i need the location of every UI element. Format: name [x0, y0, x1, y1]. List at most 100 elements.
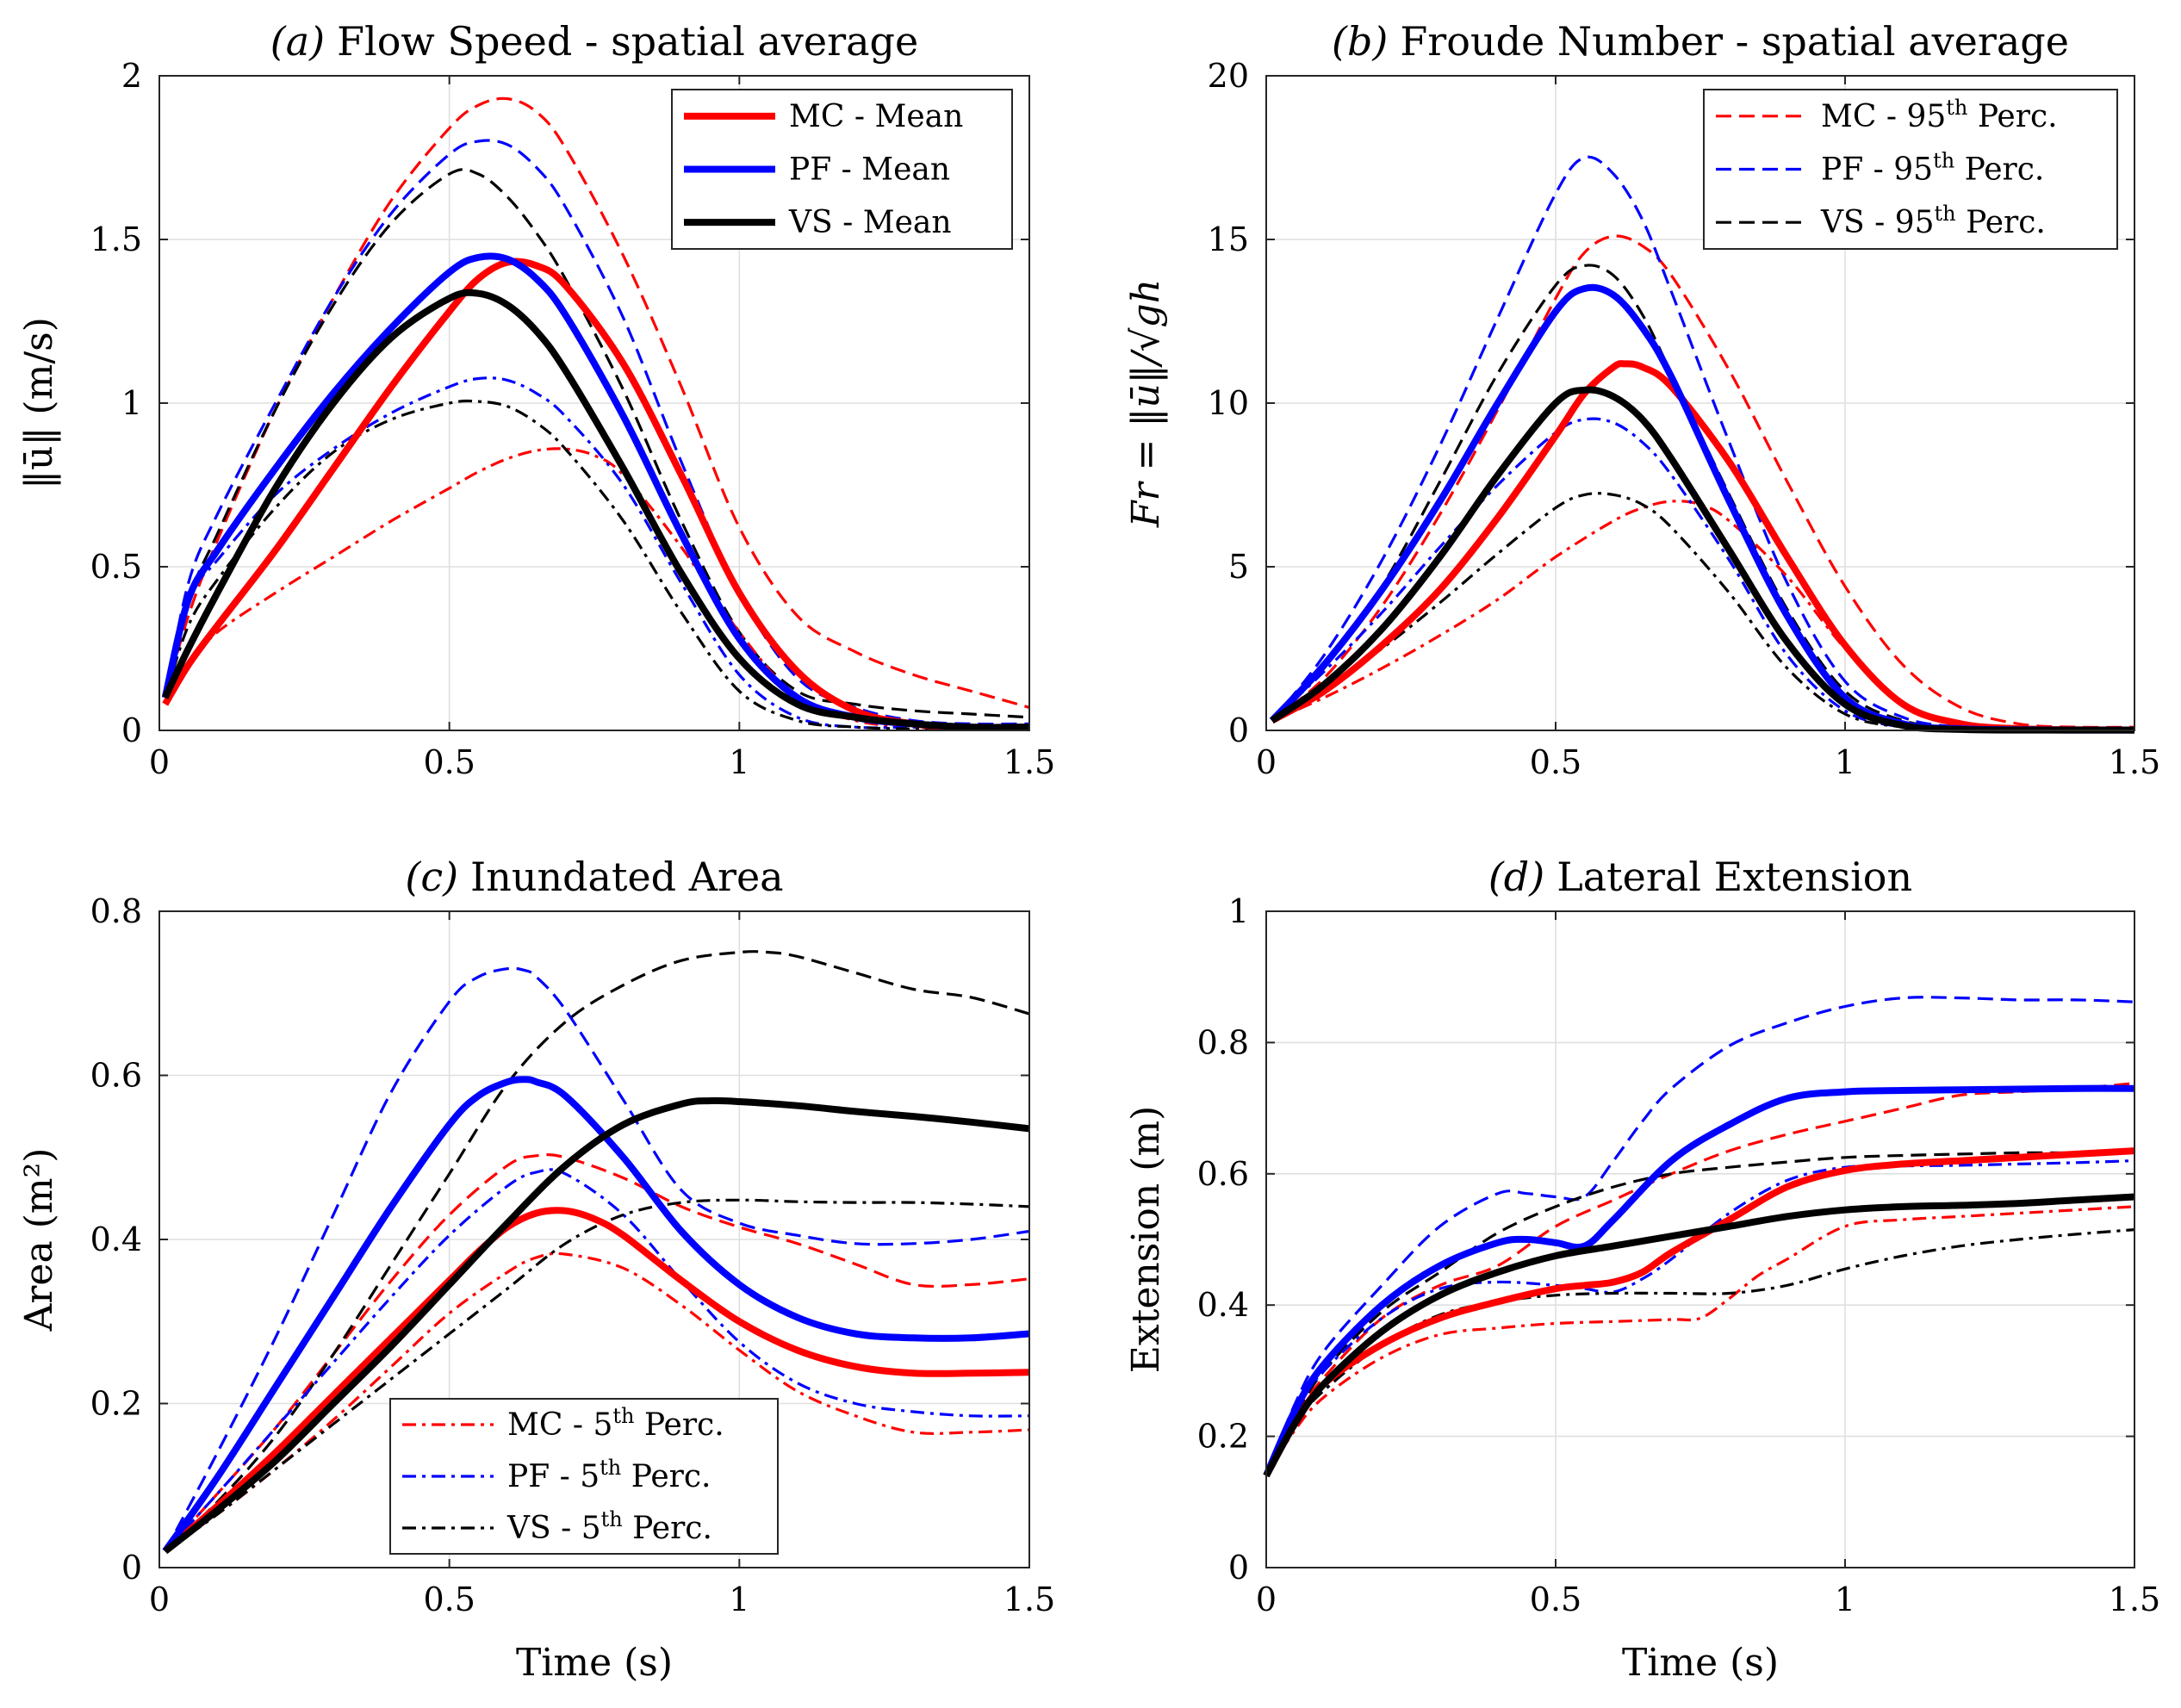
panel-c-legend-label: PF - 5th Perc.	[507, 1456, 711, 1494]
panel-a-xtick-label: 0	[149, 743, 170, 781]
panel-c-ylabel: Area (m²)	[17, 1148, 61, 1332]
panel-c-xlabel: Time (s)	[516, 1641, 673, 1685]
panel-a-xtick-label: 1.5	[1004, 743, 1055, 781]
panel-b-ytick-label: 0	[1228, 711, 1249, 749]
panel-d-xtick-label: 0	[1256, 1581, 1277, 1618]
panel-c-inundated-area: 0 0.5 1 1.500.20.40.60.8 (c) Inundated Area …	[17, 854, 1055, 1685]
panel-a-series-vs-dashdot	[164, 399, 1029, 730]
panel-b-froude-number: 0 0.5 1 1.5 0 5 10 15 20 (b) Froude Number - spat…	[1124, 18, 2160, 781]
panel-d-series-mc-solid	[1263, 1147, 2135, 1478]
panel-d-xtick-label: 1	[1835, 1581, 1855, 1618]
panel-b-xtick-label: 1	[1835, 743, 1855, 781]
panel-a-title-prefix: (a)	[270, 18, 325, 65]
panel-a-legend-label-main: VS - Mean	[788, 205, 952, 240]
panel-c-series-pf-solid	[162, 1076, 1030, 1554]
panel-d-xtick-label: 0.5	[1530, 1581, 1581, 1618]
panel-d-series-pf-dashed	[1264, 996, 2135, 1476]
panel-b-legend-label-suffix: Perc.	[1954, 152, 2044, 188]
panel-c-legend: MC - 5th Perc.PF - 5th Perc.VS - 5th Per…	[389, 1398, 779, 1555]
panel-c-ticks: 0 0.5 1 1.5 0 0.2 0.4 0.6 0.8	[90, 892, 1056, 1618]
panel-b-legend-label-sup: th	[1935, 202, 1956, 226]
panel-d-series	[1263, 996, 2135, 1478]
panel-c-series-pf-dashed	[164, 966, 1030, 1552]
panel-a-ylabel: ‖ū‖ (m/s)	[17, 317, 61, 489]
panel-d-title-text: Lateral Extension	[1557, 854, 1912, 900]
panel-a-title-text: Flow Speed - spatial average	[337, 18, 918, 65]
panel-d-xlabel: Time (s)	[1622, 1641, 1779, 1685]
panel-a-xtick-label: 1	[729, 743, 749, 781]
panel-c-title-text: Inundated Area	[470, 854, 784, 900]
panel-c-ytick-label: 0	[121, 1549, 142, 1587]
panel-b-xtick-label: 1.5	[2109, 743, 2160, 781]
panel-b-legend-label-sup: th	[1946, 96, 1967, 120]
panel-b-legend-label-main: PF - 95	[1821, 152, 1933, 188]
panel-c-legend-label-suffix: Perc.	[623, 1511, 712, 1546]
panel-d-ytick-label: 0.8	[1197, 1023, 1249, 1061]
panel-d-ticks: 0 0.5 1 1.5 0 0.2 0.4 0.6 0.8 1	[1197, 892, 2161, 1618]
panel-b-series-mc-dashed	[1271, 234, 2135, 730]
panel-b-ytick-label: 5	[1228, 548, 1249, 586]
panel-a-ticks: 0 0.5 1 1.5 0 0.5 1 1.5 2	[90, 57, 1056, 781]
panel-d-series-pf-dashdot	[1264, 1159, 2135, 1476]
panel-a-series-mc-solid	[162, 258, 1030, 731]
panel-a-series-pf-dashed	[164, 139, 1030, 726]
panel-c-series	[162, 950, 1030, 1555]
panel-a-flow-speed: 0 0.5 1 1.5 0 0.5 1 1.5 2 (a) Flow Speed - spatia…	[17, 18, 1055, 781]
panel-b-legend-label: VS - 95th Perc.	[1820, 202, 2046, 240]
panel-d-lateral-extension: 0 0.5 1 1.5 0 0.2 0.4 0.6 0.8 1 (d) Lateral Extens…	[1124, 854, 2160, 1685]
panel-c-series-mc-solid	[163, 1207, 1030, 1555]
panel-b-legend-label-suffix: Perc.	[1956, 205, 2046, 240]
panel-c-legend-label-sup: th	[600, 1456, 621, 1480]
panel-a-ytick-label: 1	[121, 384, 142, 422]
panel-b-title: (b) Froude Number - spatial average	[1332, 18, 2069, 65]
panel-a-legend-label-main: MC - Mean	[789, 99, 963, 134]
panel-c-series-vs-dashed	[164, 950, 1030, 1553]
panel-b-ytick-label: 20	[1208, 57, 1249, 95]
panel-b-xtick-label: 0	[1256, 743, 1277, 781]
panel-a-legend-label: PF - Mean	[789, 152, 950, 188]
panel-b-title-prefix: (b)	[1332, 18, 1388, 65]
panel-c-xtick-label: 0	[149, 1581, 170, 1618]
panel-d-series-vs-solid	[1263, 1193, 2135, 1478]
panel-c-xtick-label: 1	[729, 1581, 749, 1618]
panel-a-series-vs-solid	[162, 289, 1030, 731]
panel-a-ytick-label: 1.5	[90, 220, 142, 258]
panel-c-series-vs-dashdot	[164, 1198, 1030, 1553]
panel-d-ytick-label: 0	[1228, 1549, 1249, 1587]
panel-b-legend-label-main: MC - 95	[1821, 99, 1946, 134]
panel-a-legend: MC - Mean PF - Mean VS - Mean	[671, 89, 1013, 250]
panel-b-series-pf-dashdot	[1271, 417, 2134, 732]
panel-c-ytick-label: 0.6	[90, 1057, 142, 1095]
panel-b-ticks: 0 0.5 1 1.5 0 5 10 15 20	[1208, 57, 2161, 781]
panel-b-series-mc-solid	[1270, 360, 2135, 734]
panel-b-legend: MC - 95th Perc.PF - 95th Perc.VS - 95th …	[1703, 89, 2118, 250]
panel-a-legend-label-main: PF - Mean	[789, 152, 950, 188]
panel-d-ytick-label: 0.4	[1197, 1286, 1249, 1324]
panel-b-legend-label: PF - 95th Perc.	[1821, 149, 2044, 188]
panel-c-legend-label-main: VS - 5	[506, 1511, 601, 1546]
panel-c-ytick-label: 0.8	[90, 892, 142, 930]
panel-d-title-prefix: (d)	[1488, 854, 1544, 900]
panel-c-ytick-label: 0.4	[90, 1220, 142, 1258]
panel-d-axes-frame	[1265, 910, 2135, 1568]
panel-a-xtick-label: 0.5	[423, 743, 475, 781]
panel-a-ytick-label: 2	[121, 57, 142, 95]
panel-c-series-pf-dashdot	[164, 1168, 1030, 1553]
panel-c-legend-label-sup: th	[601, 1507, 623, 1531]
panel-a-series	[161, 96, 1030, 731]
panel-c-title-prefix: (c)	[405, 854, 458, 900]
panel-a-series-mc-dashdot	[164, 447, 1030, 730]
panel-b-title-text: Froude Number - spatial average	[1400, 18, 2069, 65]
panel-c-legend-label-suffix: Perc.	[621, 1459, 711, 1494]
panel-b-legend-label: MC - 95th Perc.	[1821, 96, 2058, 134]
panel-c-legend-label-main: PF - 5	[507, 1459, 600, 1494]
panel-b-series-vs-dashed	[1271, 264, 2135, 732]
panel-c-legend-label: VS - 5th Perc.	[506, 1507, 712, 1546]
panel-d-series-mc-dashdot	[1264, 1205, 2135, 1477]
panel-b-series-mc-dashdot	[1271, 500, 2135, 732]
panel-c-legend-label: MC - 5th Perc.	[507, 1404, 724, 1443]
panel-b-legend-label-main: VS - 95	[1820, 205, 1935, 240]
panel-b-legend-label-suffix: Perc.	[1967, 99, 2057, 134]
panel-c-legend-label-sup: th	[612, 1404, 634, 1428]
